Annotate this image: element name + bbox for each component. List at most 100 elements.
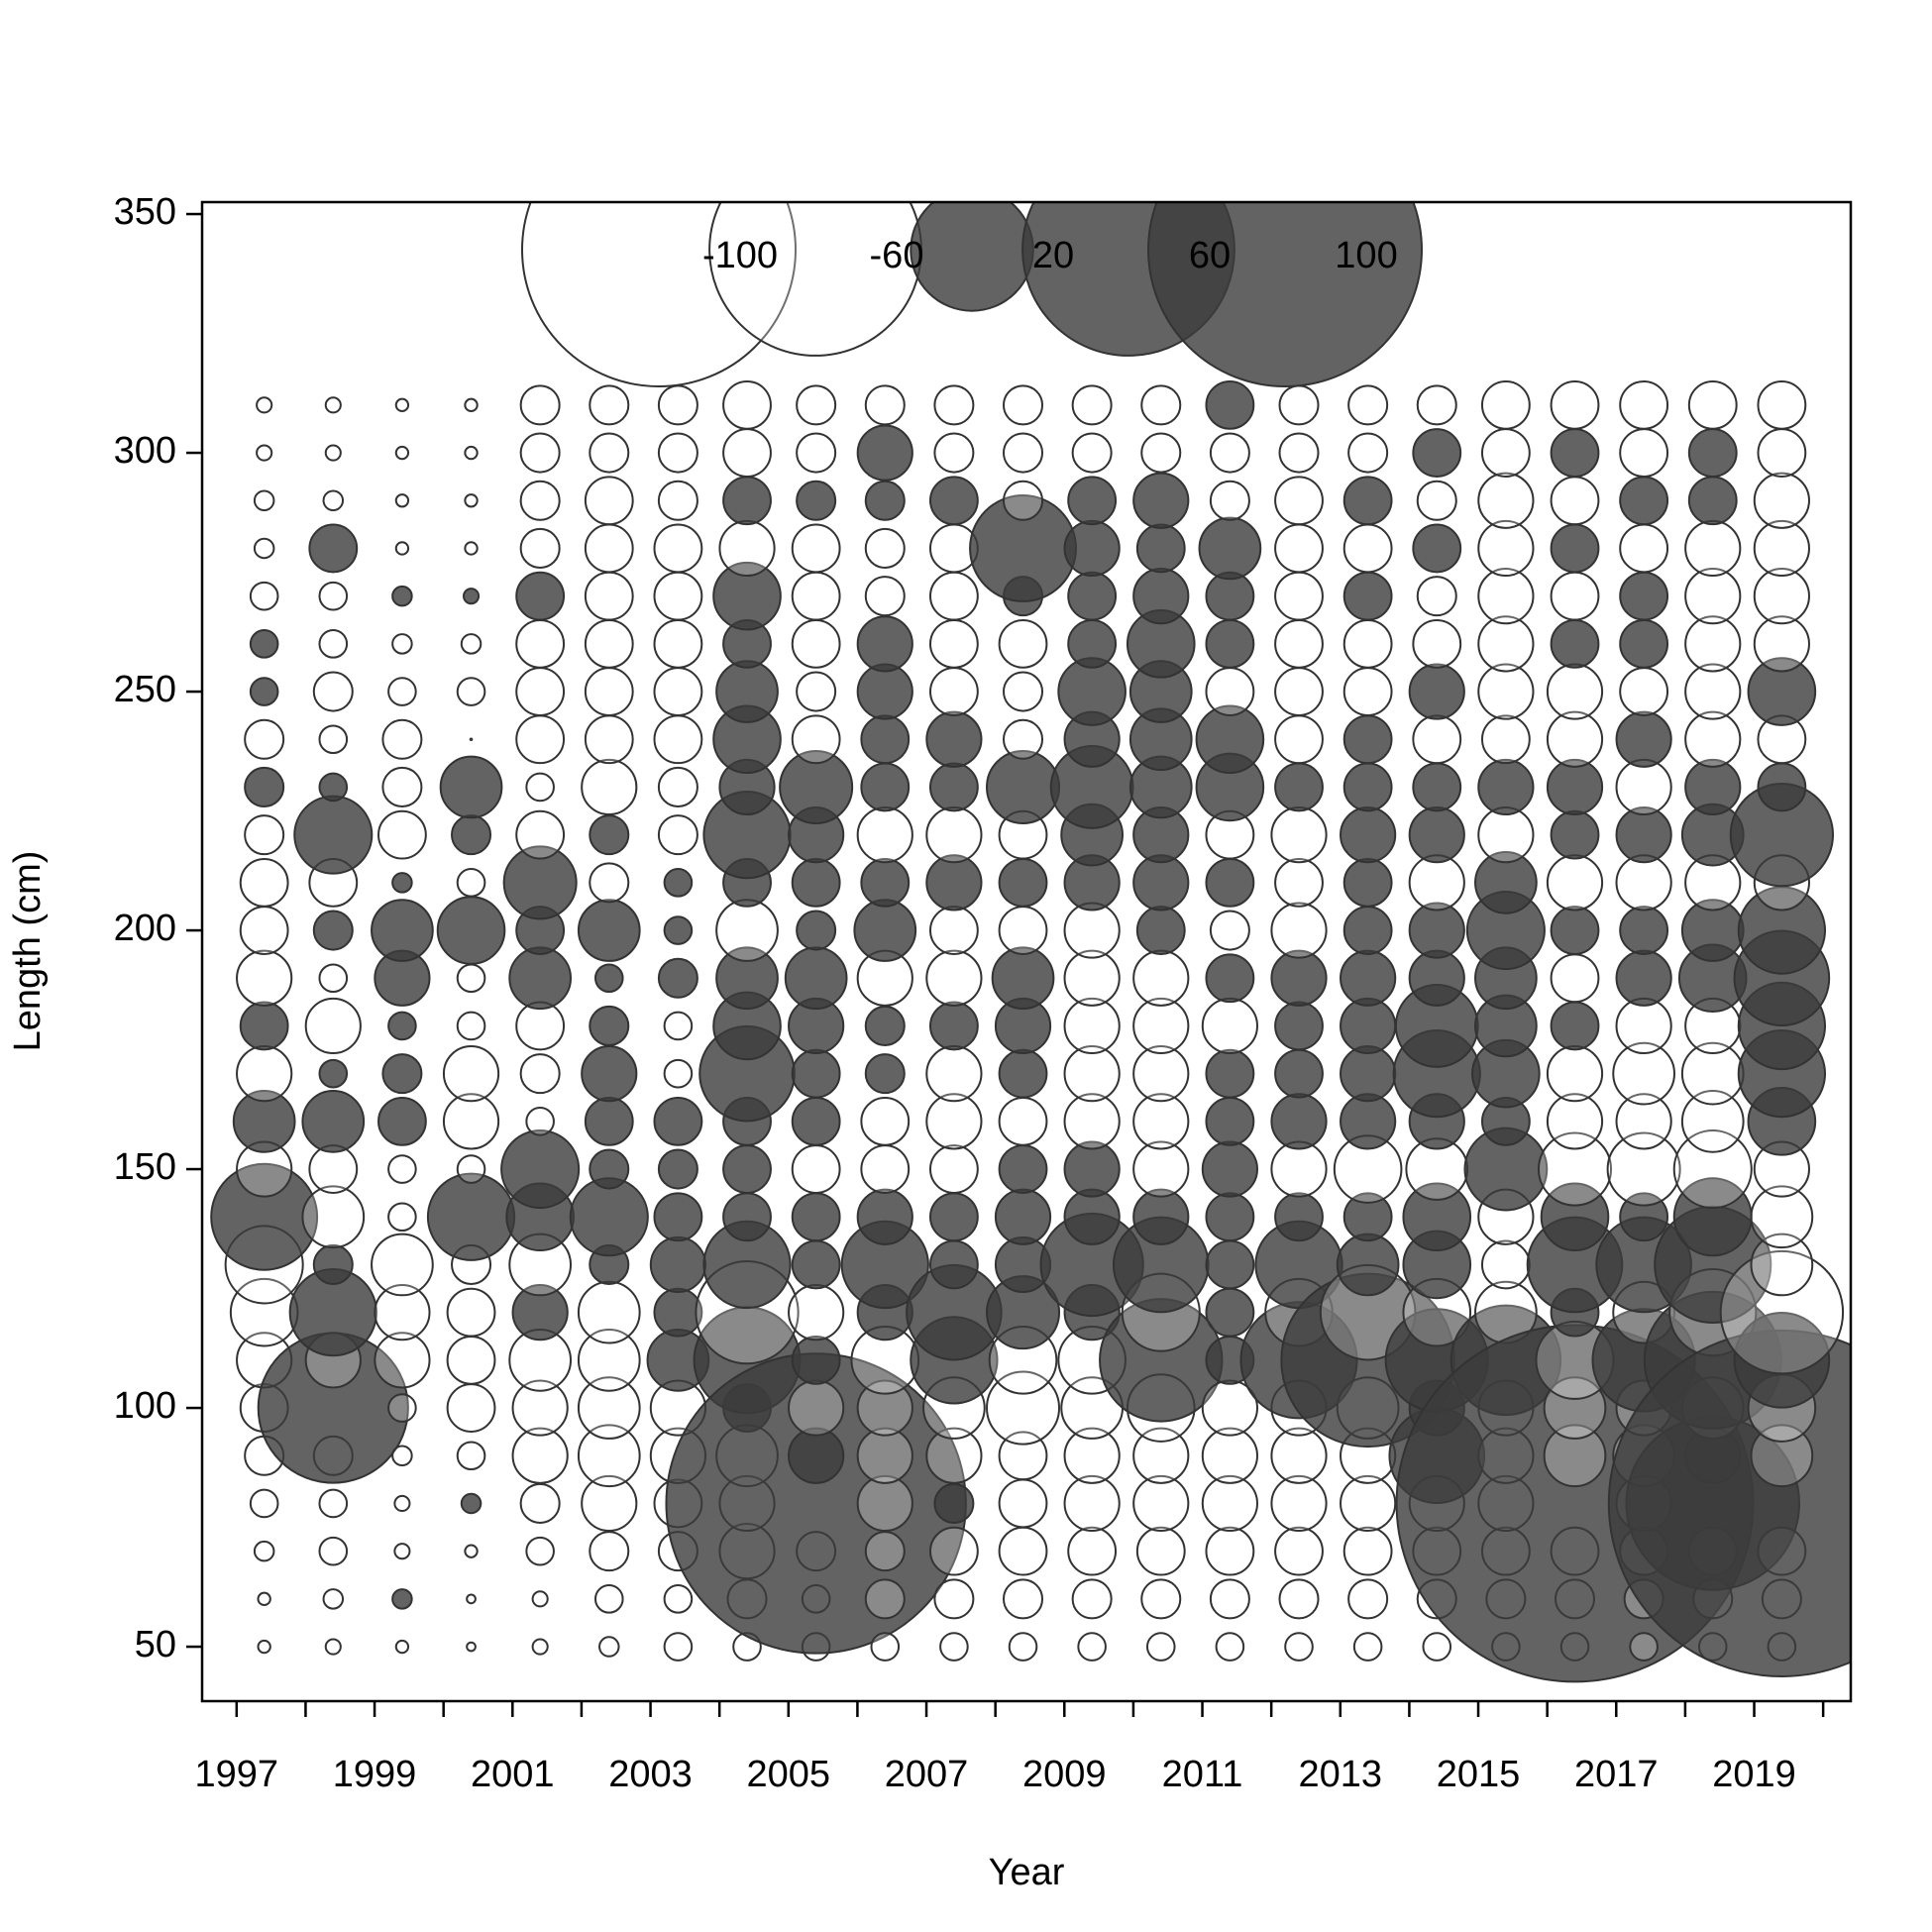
positive-bubble <box>784 946 848 1011</box>
positive-bubble <box>722 476 772 526</box>
negative-bubble <box>253 1540 275 1562</box>
negative-bubble <box>928 667 979 716</box>
positive-bubble <box>439 755 503 819</box>
plot-area <box>210 202 1851 1683</box>
negative-bubble <box>1546 1093 1604 1150</box>
negative-bubble <box>925 1093 983 1150</box>
positive-bubble <box>1408 949 1465 1007</box>
negative-bubble <box>374 1332 431 1389</box>
positive-bubble <box>1550 1001 1600 1051</box>
negative-bubble <box>1684 663 1742 720</box>
negative-bubble <box>1543 1424 1607 1488</box>
positive-bubble <box>1550 523 1600 574</box>
negative-bubble <box>653 571 703 621</box>
positive-bubble <box>436 896 506 965</box>
negative-bubble <box>1619 523 1669 574</box>
negative-bubble <box>589 384 630 426</box>
positive-bubble <box>1340 997 1397 1055</box>
positive-bubble <box>1619 906 1669 955</box>
positive-bubble <box>1619 1192 1669 1242</box>
negative-bubble <box>791 523 841 574</box>
legend-label: 100 <box>1335 235 1397 276</box>
negative-bubble <box>519 480 561 521</box>
positive-bubble <box>1067 571 1118 621</box>
negative-bubble <box>387 1154 417 1184</box>
negative-bubble <box>788 1284 845 1342</box>
negative-bubble <box>791 618 841 669</box>
positive-bubble <box>249 677 279 706</box>
positive-bubble <box>1408 902 1465 959</box>
negative-bubble <box>722 428 772 478</box>
positive-bubble <box>293 795 374 875</box>
negative-bubble <box>322 489 345 512</box>
negative-bubble <box>324 1638 342 1656</box>
negative-bubble <box>1615 758 1672 816</box>
negative-bubble <box>1408 854 1465 912</box>
plot-frame <box>200 200 1853 1703</box>
positive-bubble <box>791 857 841 908</box>
positive-bubble <box>860 857 911 908</box>
positive-bubble <box>1067 618 1118 669</box>
positive-bubble <box>1550 428 1600 478</box>
negative-bubble <box>466 1641 477 1653</box>
negative-bubble <box>1546 663 1604 720</box>
legend-bubble <box>1147 202 1423 387</box>
negative-bubble <box>1063 1045 1121 1103</box>
negative-bubble <box>318 581 349 611</box>
negative-bubble <box>466 1593 477 1605</box>
positive-bubble <box>1340 949 1397 1007</box>
negative-bubble <box>239 857 289 908</box>
negative-bubble <box>1274 571 1324 621</box>
negative-bubble <box>394 397 410 413</box>
positive-bubble <box>1205 1287 1255 1338</box>
negative-bubble <box>1750 1185 1814 1249</box>
negative-bubble <box>1753 519 1810 578</box>
negative-bubble <box>322 1588 345 1610</box>
negative-bubble <box>1205 1526 1255 1576</box>
negative-bubble <box>584 618 634 669</box>
negative-bubble <box>581 758 638 816</box>
positive-bubble <box>1402 1182 1472 1252</box>
positive-bubble <box>515 571 566 621</box>
negative-bubble <box>1416 384 1457 426</box>
negative-bubble <box>1480 428 1531 478</box>
positive-bubble <box>860 714 911 765</box>
positive-bubble <box>1412 762 1462 812</box>
negative-bubble <box>1274 1526 1324 1576</box>
negative-bubble <box>657 480 698 521</box>
positive-bubble <box>1474 850 1538 914</box>
positive-bubble <box>998 1048 1048 1099</box>
negative-bubble <box>1546 854 1604 912</box>
negative-bubble <box>446 1287 496 1338</box>
x-tick-label: 2003 <box>608 1754 693 1795</box>
positive-bubble <box>663 915 694 945</box>
negative-bubble <box>1270 806 1328 864</box>
negative-bubble <box>256 396 273 414</box>
negative-bubble <box>515 714 566 765</box>
negative-bubble <box>939 1632 969 1662</box>
positive-bubble <box>1198 516 1262 581</box>
negative-bubble <box>256 444 273 462</box>
positive-bubble <box>500 1129 581 1210</box>
negative-bubble <box>1274 618 1324 669</box>
negative-bubble <box>1537 1131 1613 1207</box>
negative-bubble <box>653 523 703 574</box>
negative-bubble <box>257 1591 271 1607</box>
negative-bubble <box>1480 379 1531 430</box>
positive-bubble <box>1477 758 1535 816</box>
negative-bubble <box>446 1335 496 1385</box>
negative-bubble <box>301 1185 366 1249</box>
negative-bubble <box>442 1045 500 1103</box>
negative-bubble <box>525 772 555 803</box>
legend-bubble <box>910 202 1034 312</box>
negative-bubble <box>860 1144 911 1194</box>
negative-bubble <box>1342 618 1393 669</box>
positive-bubble <box>856 663 913 720</box>
negative-bubble <box>318 629 349 659</box>
positive-bubble <box>1687 476 1738 526</box>
negative-bubble <box>391 1445 413 1467</box>
negative-bubble <box>324 396 342 414</box>
negative-bubble <box>1550 571 1600 621</box>
positive-bubble <box>1274 1001 1324 1051</box>
positive-bubble <box>1546 758 1604 816</box>
